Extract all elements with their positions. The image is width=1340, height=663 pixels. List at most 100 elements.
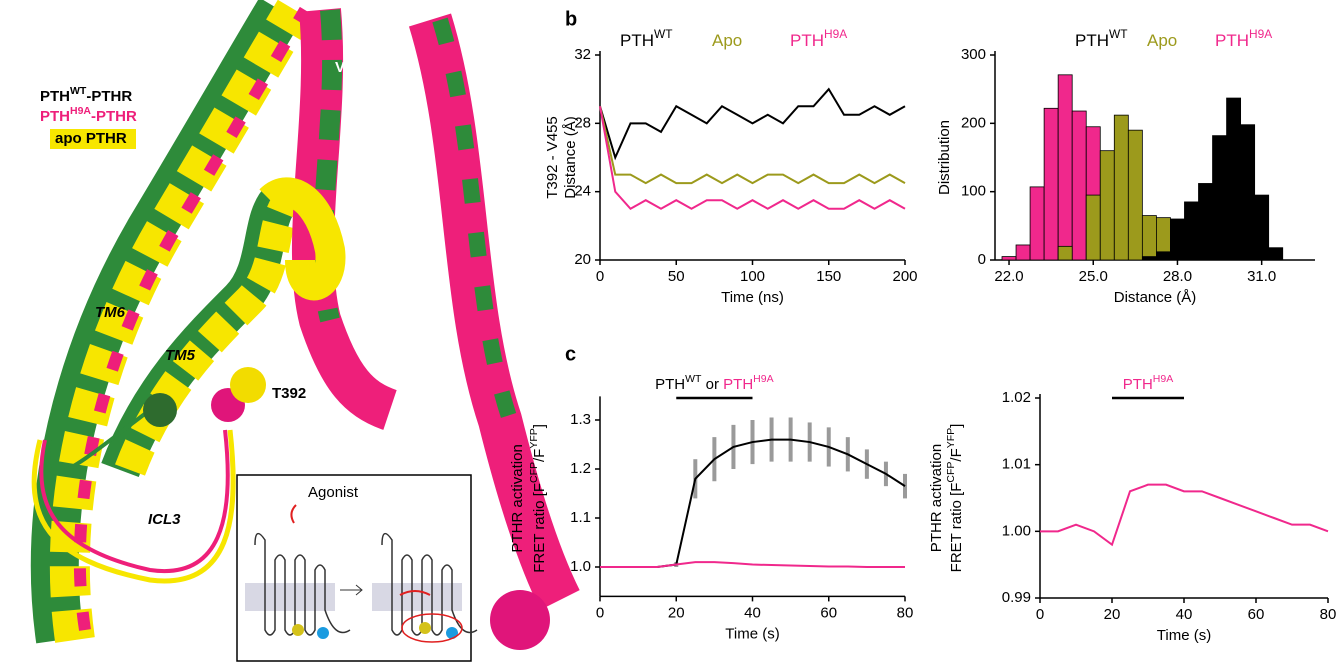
text-run: FRET ratio [F [948, 483, 965, 573]
helix-pink-3 [408, 13, 580, 610]
y-tick-label: 100 [961, 183, 986, 200]
text-run: /F [948, 448, 965, 461]
x-tick-label: 50 [668, 268, 685, 285]
loop-pink [39, 429, 230, 574]
histogram-bar [1141, 256, 1157, 261]
data-line [600, 561, 905, 568]
y-tick-label: 1.01 [1002, 456, 1031, 473]
text-run: CFP [528, 462, 540, 483]
structure-legend: PTHH9A-PTHR [40, 105, 137, 125]
x-tick-label: 28.0 [1163, 268, 1192, 285]
structure-render: PTHWT-PTHR PTHH9A-PTHR apo PTHR V455 TM6… [0, 0, 580, 663]
text-run: PTH [1075, 31, 1109, 50]
helix-label: TM6 [95, 304, 126, 321]
membrane [245, 583, 335, 611]
legend-entry: Apo [712, 31, 742, 50]
histogram-bar [1240, 124, 1256, 261]
y-axis-title: T392 - V455 [544, 116, 561, 199]
text-run: YFP [528, 428, 540, 448]
text-run: Apo [712, 31, 742, 50]
structure-legend: PTHWT-PTHR [40, 85, 132, 105]
y-axis-title: Distance (Å) [562, 116, 579, 199]
data-line [1040, 483, 1329, 547]
text-run: CFP [945, 462, 957, 483]
sphere-green [143, 393, 177, 427]
y-tick-label: 1.00 [1002, 522, 1031, 539]
x-tick-label: 0 [1036, 606, 1044, 623]
proximity-ring [401, 613, 463, 643]
y-tick-label: 1.3 [570, 411, 591, 428]
y-tick-label: 32 [574, 46, 591, 63]
sphere-pink-2 [490, 590, 550, 650]
helix-green-4 [432, 17, 518, 423]
y-tick-label: 1.2 [570, 460, 591, 477]
text-run: -PTHR [91, 108, 137, 125]
legend-entry: PTHH9A [1215, 27, 1272, 50]
x-tick-label: 60 [1248, 606, 1265, 623]
text-run: PTH [1123, 376, 1153, 393]
panel-label: c [565, 343, 576, 365]
y-tick-label: 200 [961, 114, 986, 131]
structure-legend: apo PTHR [55, 130, 127, 147]
legend-entry: PTHWT [1075, 27, 1128, 50]
text-run: PTH [40, 88, 70, 105]
text-run: Apo [1147, 31, 1177, 50]
histogram-bar [1085, 194, 1101, 261]
text-run: H9A [1153, 373, 1173, 385]
membrane [372, 583, 462, 611]
x-tick-label: 80 [897, 604, 914, 621]
y-tick-label: 0 [978, 251, 986, 268]
histogram-bar [1113, 114, 1129, 261]
histogram-bar [1212, 135, 1227, 261]
yfp-icon [317, 627, 329, 639]
x-tick-label: 40 [1176, 606, 1193, 623]
histogram-bar [1071, 110, 1087, 261]
x-tick-label: 25.0 [1079, 268, 1108, 285]
text-run: H9A [1249, 27, 1272, 41]
text-run: PTH [1215, 31, 1249, 50]
helix-yellow-3 [259, 177, 346, 301]
histogram-bar [1141, 215, 1157, 261]
x-tick-label: 20 [1104, 606, 1121, 623]
y-axis-title: FRET ratio [FCFP/FYFP] [945, 424, 965, 573]
agonist-icon [399, 590, 431, 596]
y-axis-title: FRET ratio [FCFP/FYFP] [528, 424, 548, 573]
histogram-bar [1184, 201, 1199, 261]
histogram-bar [1254, 194, 1270, 261]
text-run: -PTHR [86, 88, 132, 105]
loop-yellow [31, 429, 236, 584]
legend-entry: PTHWT [620, 27, 673, 50]
text-run: /F [531, 449, 548, 462]
helix-yellow-2 [115, 188, 303, 476]
data-line [599, 87, 906, 161]
y-tick-label: 0.99 [1002, 589, 1031, 606]
legend-highlight [50, 129, 136, 149]
histogram-bar [1156, 251, 1171, 261]
y-axis-title: PTHR activation [509, 444, 526, 552]
sphere-yellow [230, 367, 266, 403]
x-tick-label: 60 [820, 604, 837, 621]
text-run: PTHR activation [928, 444, 945, 552]
histogram-bar [1029, 186, 1045, 261]
loop-green [46, 408, 152, 475]
histogram-bar [1226, 97, 1242, 261]
histogram-bar [1057, 245, 1073, 261]
x-tick-label: 200 [892, 268, 917, 285]
x-axis-title: Distance (Å) [1114, 289, 1197, 306]
histogram-bar [1127, 129, 1143, 261]
loop-label: ICL3 [148, 511, 181, 528]
y-tick-label: 24 [574, 183, 591, 200]
yfp-icon [446, 627, 458, 639]
text-run: WT [685, 373, 702, 385]
receptor-icon [381, 532, 478, 636]
text-run: H9A [753, 373, 773, 385]
x-tick-label: 40 [744, 604, 761, 621]
y-axis-title: Distribution [936, 120, 953, 195]
histogram-bar [1043, 107, 1059, 261]
inset [236, 474, 472, 662]
text-run: WT [1109, 27, 1128, 41]
text-run: YFP [945, 428, 957, 448]
receptor-icon [254, 532, 351, 636]
